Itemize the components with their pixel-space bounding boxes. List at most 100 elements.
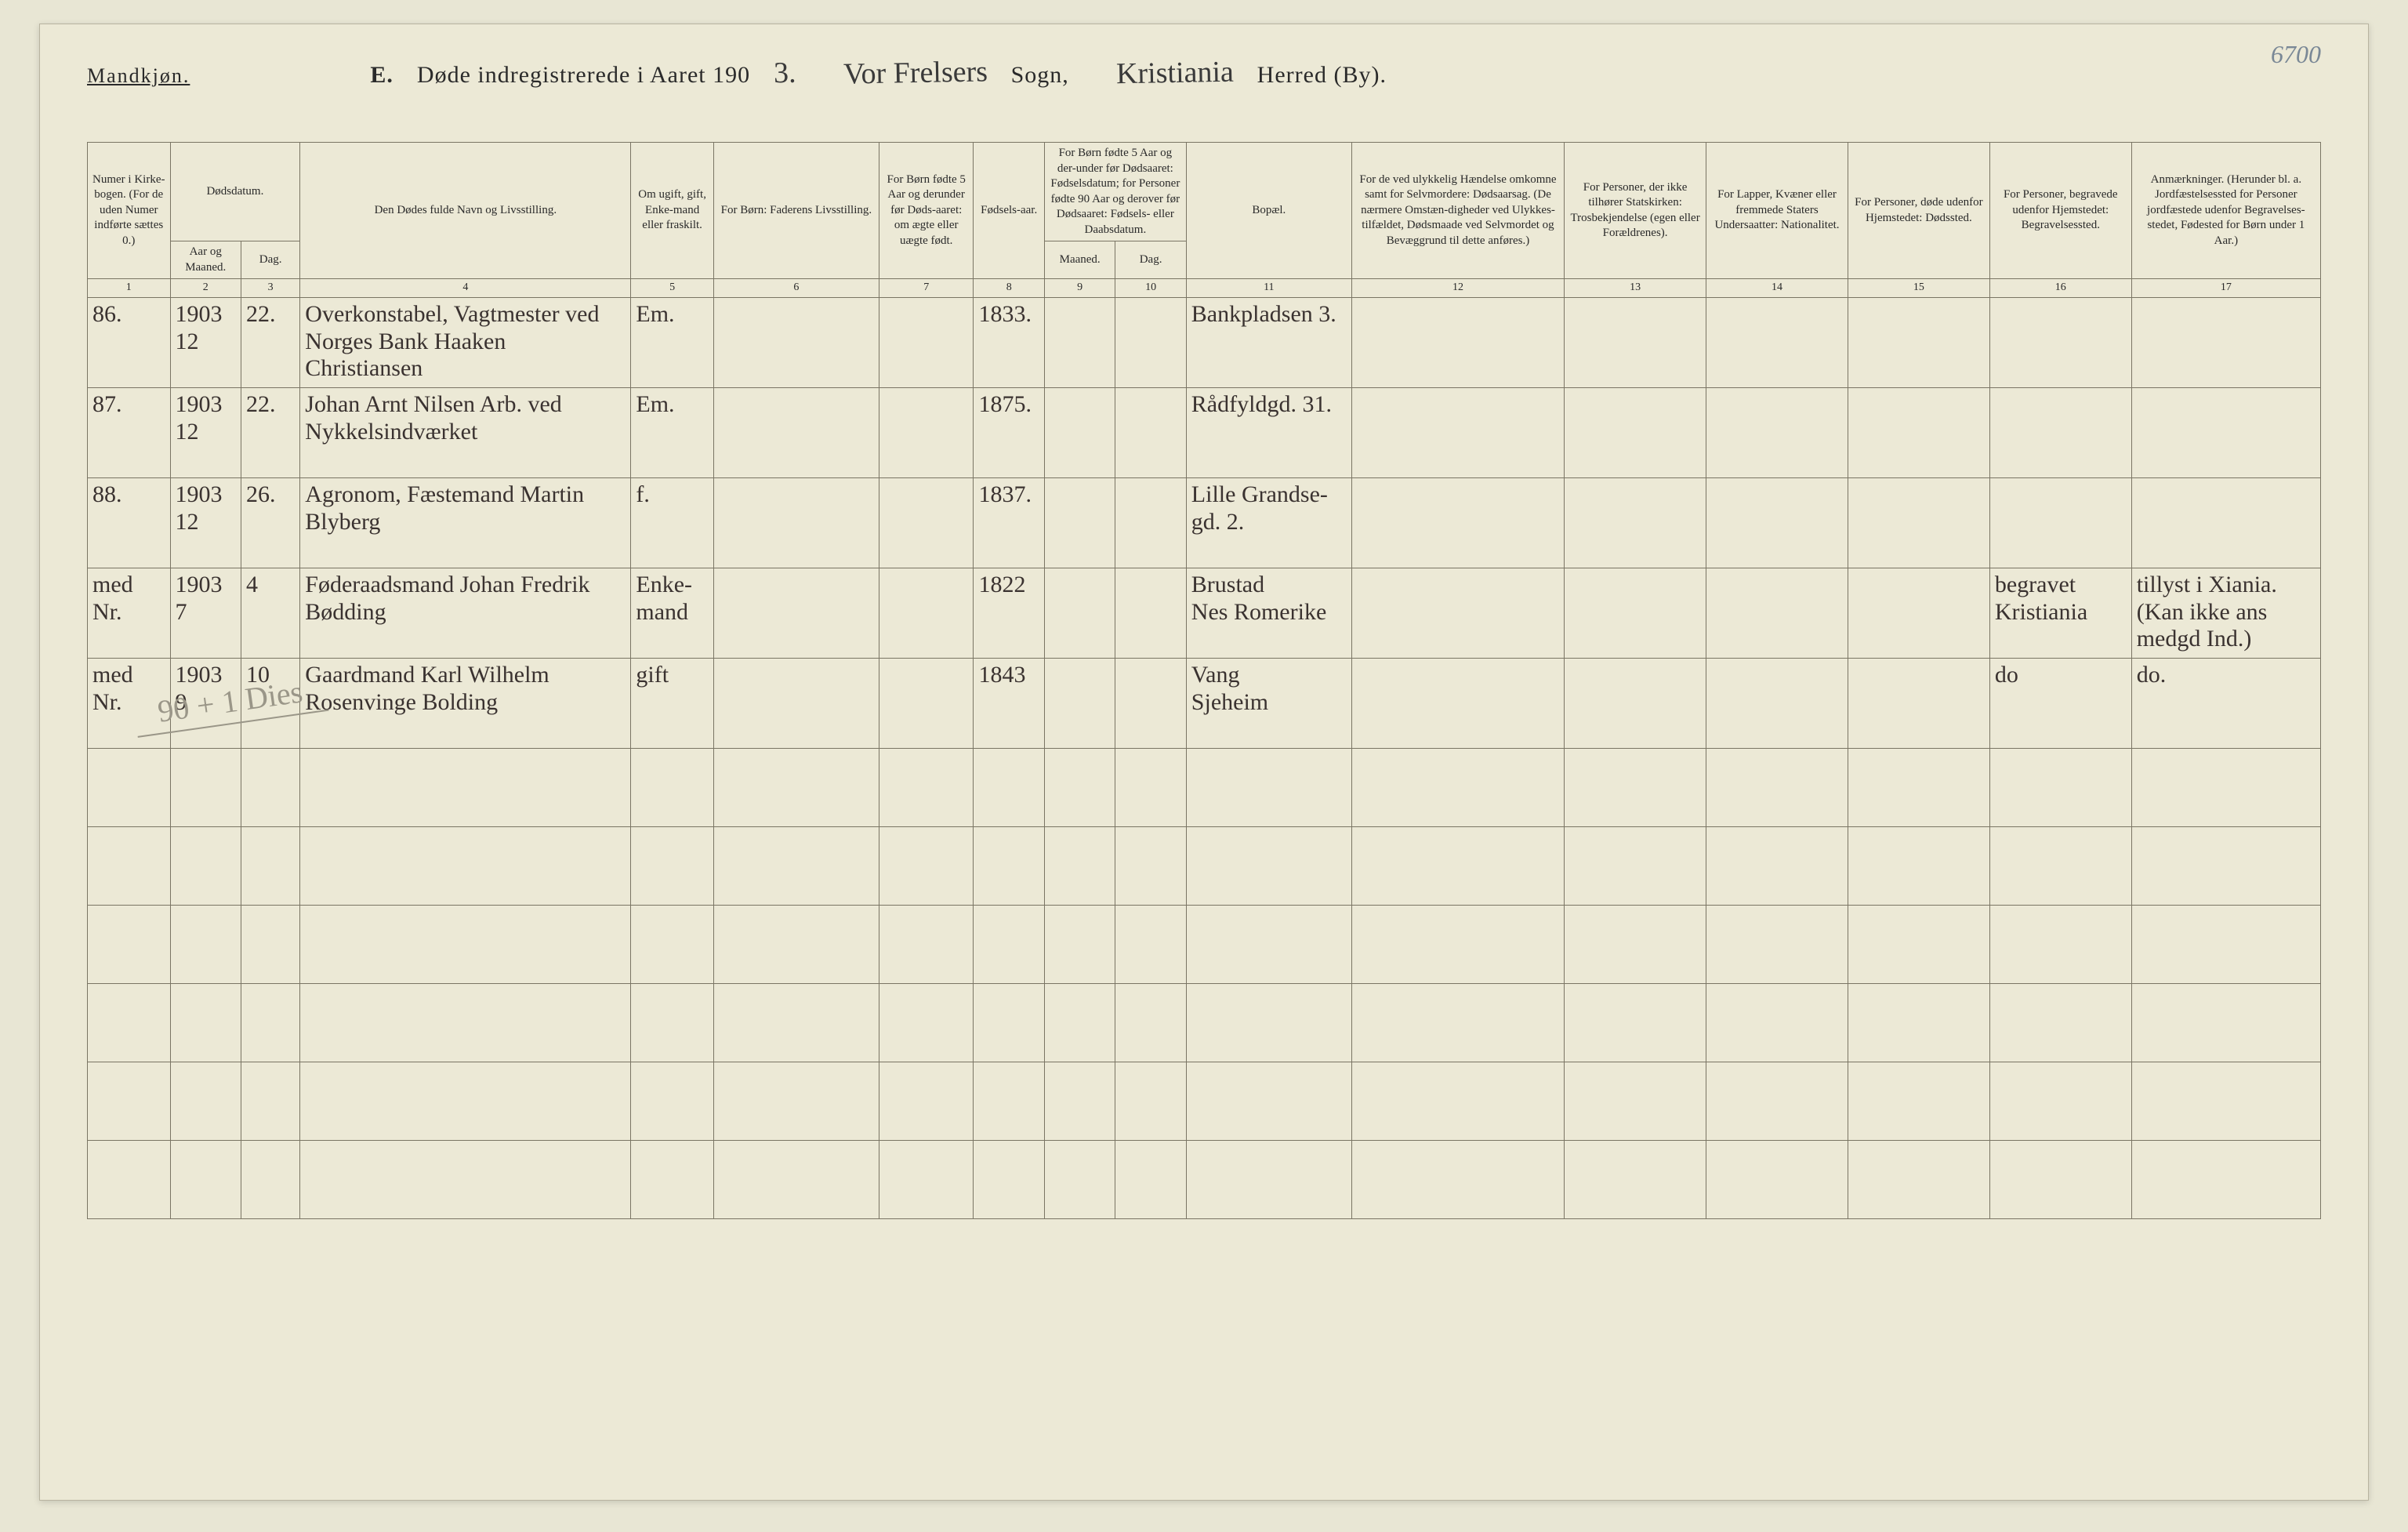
cell-blank bbox=[1565, 984, 1706, 1062]
hdr-nationality: For Lapper, Kvæner eller fremmede Stater… bbox=[1706, 143, 1848, 279]
cell-fd bbox=[1115, 568, 1186, 659]
cell-blank bbox=[631, 1141, 714, 1219]
cell-c13 bbox=[1565, 388, 1706, 478]
cell-c17: do. bbox=[2131, 659, 2320, 749]
hdr-civil: Om ugift, gift, Enke-mand eller fraskilt… bbox=[631, 143, 714, 279]
cell-blank bbox=[974, 749, 1044, 827]
cell-blank bbox=[974, 1062, 1044, 1141]
cell-c15 bbox=[1848, 388, 1989, 478]
hdr-burialplace: For Personer, begravede udenfor Hjemsted… bbox=[1989, 143, 2131, 279]
cell-blank bbox=[713, 827, 879, 906]
cell-blank bbox=[1186, 1062, 1351, 1141]
cell-blank bbox=[1706, 827, 1848, 906]
cell-blank bbox=[631, 749, 714, 827]
cell-blank bbox=[879, 1062, 974, 1141]
cell-blank bbox=[879, 827, 974, 906]
cell-c15 bbox=[1848, 568, 1989, 659]
cell-fd bbox=[1115, 659, 1186, 749]
colnum: 2 bbox=[170, 279, 241, 298]
cell-far bbox=[713, 568, 879, 659]
cell-c13 bbox=[1565, 478, 1706, 568]
table-row-blank bbox=[88, 827, 2321, 906]
cell-c15 bbox=[1848, 478, 1989, 568]
section-letter: E. bbox=[370, 62, 393, 89]
cell-fm bbox=[1044, 568, 1115, 659]
cell-faar: 1822 bbox=[974, 568, 1044, 659]
cell-blank bbox=[631, 984, 714, 1062]
hdr-birthdate: For Børn fødte 5 Aar og der-under før Dø… bbox=[1044, 143, 1186, 241]
cell-blank bbox=[1044, 827, 1115, 906]
colnum: 15 bbox=[1848, 279, 1989, 298]
cell-blank bbox=[631, 1062, 714, 1141]
cell-blank bbox=[300, 1141, 631, 1219]
cell-blank bbox=[1565, 906, 1706, 984]
cell-bop: Rådfyldgd. 31. bbox=[1186, 388, 1351, 478]
cell-blank bbox=[170, 827, 241, 906]
cell-blank bbox=[1848, 1141, 1989, 1219]
cell-day: 22. bbox=[241, 298, 299, 388]
cell-blank bbox=[713, 984, 879, 1062]
cell-c12 bbox=[1351, 298, 1564, 388]
cell-blank bbox=[1848, 984, 1989, 1062]
cell-c16: do bbox=[1989, 659, 2131, 749]
cell-day: 22. bbox=[241, 388, 299, 478]
cell-c17 bbox=[2131, 478, 2320, 568]
cell-name: Føderaadsmand Johan Fredrik Bødding bbox=[300, 568, 631, 659]
cell-blank bbox=[88, 749, 171, 827]
column-numbers-row: 1 2 3 4 5 6 7 8 9 10 11 12 13 14 15 16 1… bbox=[88, 279, 2321, 298]
colnum: 12 bbox=[1351, 279, 1564, 298]
cell-fm bbox=[1044, 478, 1115, 568]
cell-blank bbox=[713, 1141, 879, 1219]
cell-blank bbox=[1565, 1062, 1706, 1141]
cell-blank bbox=[1186, 1141, 1351, 1219]
cell-blank bbox=[1848, 827, 1989, 906]
cell-blank bbox=[1848, 906, 1989, 984]
cell-blank bbox=[1115, 827, 1186, 906]
cell-blank bbox=[300, 906, 631, 984]
cell-blank bbox=[170, 1062, 241, 1141]
cell-c17 bbox=[2131, 298, 2320, 388]
cell-blank bbox=[88, 906, 171, 984]
cell-c15 bbox=[1848, 659, 1989, 749]
cell-civ: Enke-mand bbox=[631, 568, 714, 659]
cell-blank bbox=[1351, 1062, 1564, 1141]
cell-c13 bbox=[1565, 568, 1706, 659]
hdr-birth-day: Dag. bbox=[1115, 241, 1186, 279]
cell-blank bbox=[1706, 1062, 1848, 1141]
cell-c12 bbox=[1351, 568, 1564, 659]
cell-blank bbox=[1565, 827, 1706, 906]
colnum: 7 bbox=[879, 279, 974, 298]
cell-faar: 1837. bbox=[974, 478, 1044, 568]
cell-blank bbox=[241, 1062, 299, 1141]
cell-blank bbox=[1351, 984, 1564, 1062]
cell-blank bbox=[1115, 749, 1186, 827]
year-handwritten: 3. bbox=[774, 56, 796, 90]
cell-civ: Em. bbox=[631, 388, 714, 478]
cell-blank bbox=[241, 827, 299, 906]
hdr-num: Numer i Kirke-bogen. (For de uden Numer … bbox=[88, 143, 171, 279]
cell-c12 bbox=[1351, 388, 1564, 478]
cell-fm bbox=[1044, 298, 1115, 388]
cell-c15 bbox=[1848, 298, 1989, 388]
hdr-cause: For de ved ulykkelig Hændelse omkomne sa… bbox=[1351, 143, 1564, 279]
table-body: 86.1903 1222.Overkonstabel, Vagtmester v… bbox=[88, 298, 2321, 1219]
cell-blank bbox=[1565, 1141, 1706, 1219]
cell-faar: 1833. bbox=[974, 298, 1044, 388]
cell-blank bbox=[1706, 749, 1848, 827]
cell-blank bbox=[1989, 827, 2131, 906]
cell-blank bbox=[1706, 984, 1848, 1062]
cell-fd bbox=[1115, 298, 1186, 388]
colnum: 6 bbox=[713, 279, 879, 298]
cell-blank bbox=[1351, 906, 1564, 984]
cell-blank bbox=[88, 1141, 171, 1219]
cell-leg bbox=[879, 388, 974, 478]
cell-c16: begravet Kristiania bbox=[1989, 568, 2131, 659]
cell-civ: Em. bbox=[631, 298, 714, 388]
cell-blank bbox=[1565, 749, 1706, 827]
cell-blank bbox=[879, 749, 974, 827]
cell-blank bbox=[974, 984, 1044, 1062]
cell-blank bbox=[713, 749, 879, 827]
sogn-handwritten: Vor Frelsers bbox=[843, 54, 988, 91]
sogn-label: Sogn, bbox=[1011, 62, 1069, 89]
cell-num: 86. bbox=[88, 298, 171, 388]
